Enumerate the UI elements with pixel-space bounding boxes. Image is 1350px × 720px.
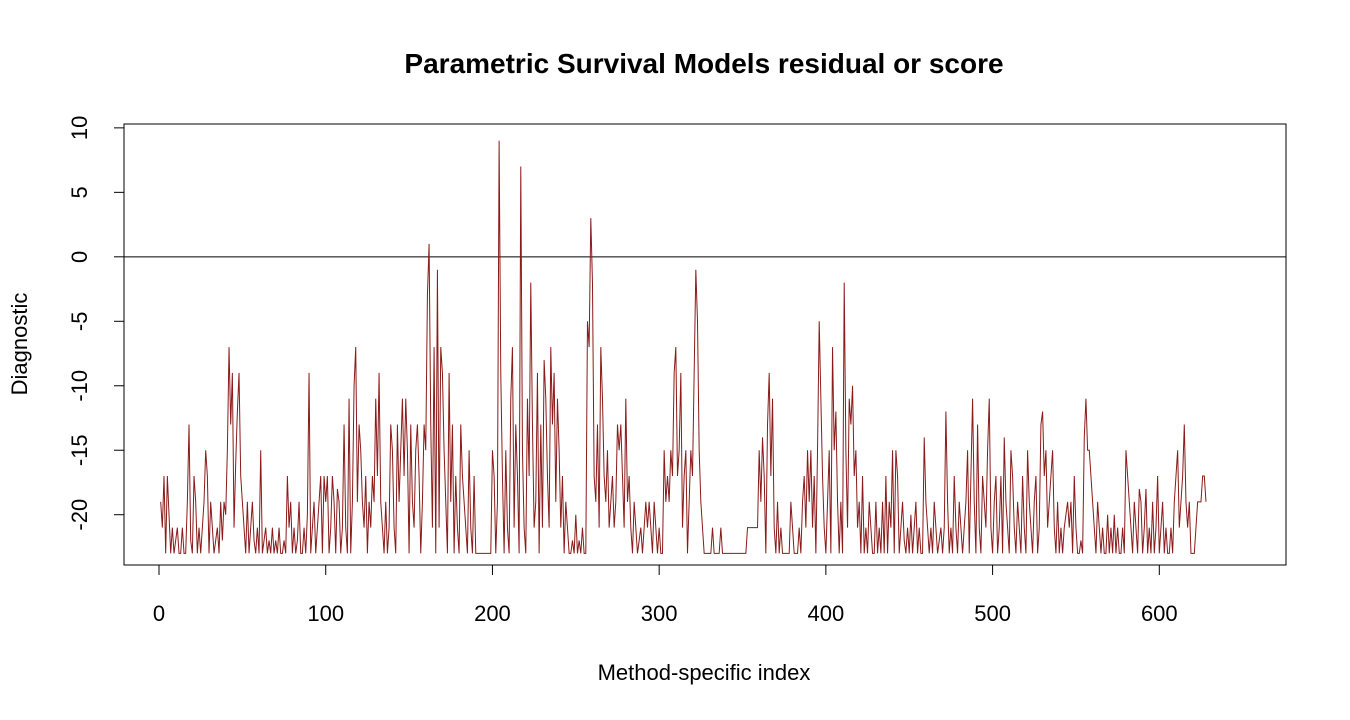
series-line-0 bbox=[160, 140, 1207, 554]
x-tick-label: 500 bbox=[974, 601, 1011, 626]
y-axis-label: Diagnostic bbox=[7, 293, 32, 396]
y-tick-label: -15 bbox=[67, 434, 92, 466]
x-tick-label: 400 bbox=[808, 601, 845, 626]
y-tick-label: -10 bbox=[67, 370, 92, 402]
x-tick-label: 300 bbox=[641, 601, 678, 626]
y-tick-label: -20 bbox=[67, 499, 92, 531]
y-tick-label: 5 bbox=[67, 186, 92, 198]
x-axis: 0 100 200 300 400 500 600 bbox=[153, 564, 1178, 626]
x-axis-label: Method-specific index bbox=[598, 660, 811, 685]
x-tick-label: 100 bbox=[307, 601, 344, 626]
x-tick-label: 200 bbox=[474, 601, 511, 626]
plot-area bbox=[124, 140, 1286, 554]
y-tick-label: 10 bbox=[67, 116, 92, 140]
y-axis: -20 -15 -10 -5 0 5 10 bbox=[67, 116, 125, 531]
plot-frame bbox=[123, 123, 1287, 566]
x-tick-label: 600 bbox=[1141, 601, 1178, 626]
x-tick-label: 0 bbox=[153, 601, 165, 626]
y-tick-label: -5 bbox=[67, 312, 92, 332]
chart-title: Parametric Survival Models residual or s… bbox=[404, 48, 1003, 79]
y-tick-label: 0 bbox=[67, 251, 92, 263]
